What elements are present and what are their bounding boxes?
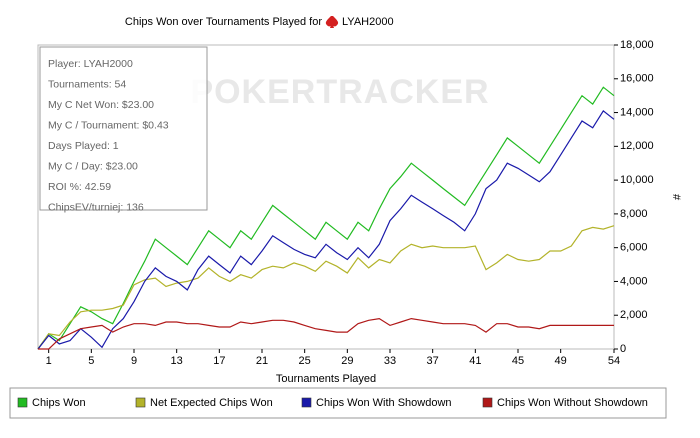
legend: Chips Won Net Expected Chips Won Chips Won… (17, 397, 648, 409)
x-tick-label: 45 (512, 355, 524, 367)
legend-label: Chips Won (32, 397, 86, 409)
y-tick-label: 4,000 (620, 275, 648, 287)
x-tick-label: 13 (171, 355, 183, 367)
legend-label: Net Expected Chips Won (150, 397, 273, 409)
x-tick-label: 49 (555, 355, 567, 367)
y-tick-label: 0 (620, 343, 626, 355)
x-tick-label: 29 (341, 355, 353, 367)
info-line: ChipsEV/turniej: 136 (48, 201, 144, 213)
info-line: My C / Day: $23.00 (48, 160, 138, 172)
legend-swatch (17, 397, 28, 408)
x-tick-label: 9 (131, 355, 137, 367)
series-line (37, 110, 615, 350)
x-tick-label: 25 (299, 355, 311, 367)
legend-frame (9, 387, 667, 419)
info-line: Tournaments: 54 (48, 78, 126, 90)
x-tick-label: 17 (213, 355, 225, 367)
watermark: POKERTRACKER (190, 73, 489, 111)
y-axis-label: # (670, 194, 682, 201)
x-tick-label: 33 (384, 355, 396, 367)
legend-swatch (482, 397, 493, 408)
x-tick-label: 21 (256, 355, 268, 367)
y-tick-label: 14,000 (620, 106, 654, 118)
x-tick-label: 37 (427, 355, 439, 367)
info-box-frame (39, 46, 208, 211)
info-line: My C / Tournament: $0.43 (48, 119, 169, 131)
info-box: Player: LYAH2000 Tournaments: 54 My C Net … (39, 46, 208, 213)
y-tick-label: 16,000 (620, 73, 654, 85)
x-tick-label: 5 (88, 355, 94, 367)
y-tick-label: 2,000 (620, 309, 648, 321)
plot-area: 0 2,000 4,000 6,000 8,000 10,000 12,000 14,000 1… (37, 39, 654, 367)
y-tick-label: 12,000 (620, 140, 654, 152)
y-tick-label: 8,000 (620, 208, 648, 220)
info-line: My C Net Won: $23.00 (48, 99, 154, 111)
legend-swatch (301, 397, 312, 408)
series-line (38, 317, 614, 350)
legend-swatch (135, 397, 146, 408)
legend-label: Chips Won With Showdown (316, 397, 452, 409)
x-tick-label: 1 (46, 355, 52, 367)
series-line (37, 225, 615, 350)
legend-label: Chips Won Without Showdown (497, 397, 648, 409)
y-tick-label: 18,000 (620, 39, 654, 51)
x-tick-label: 54 (608, 355, 620, 367)
x-axis-label: Tournaments Played (276, 373, 376, 385)
info-line: Days Played: 1 (48, 140, 119, 152)
player-name: LYAH2000 (342, 16, 394, 28)
info-line: Player: LYAH2000 (48, 58, 133, 70)
y-tick-label: 6,000 (620, 242, 648, 254)
x-tick-label: 41 (469, 355, 481, 367)
series-line (37, 86, 615, 350)
info-line: ROI %: 42.59 (48, 181, 111, 193)
plot-frame (37, 44, 615, 350)
chart-title: Chips Won over Tournaments Played for (125, 16, 322, 28)
spade-icon (325, 16, 339, 28)
y-tick-label: 10,000 (620, 174, 654, 186)
